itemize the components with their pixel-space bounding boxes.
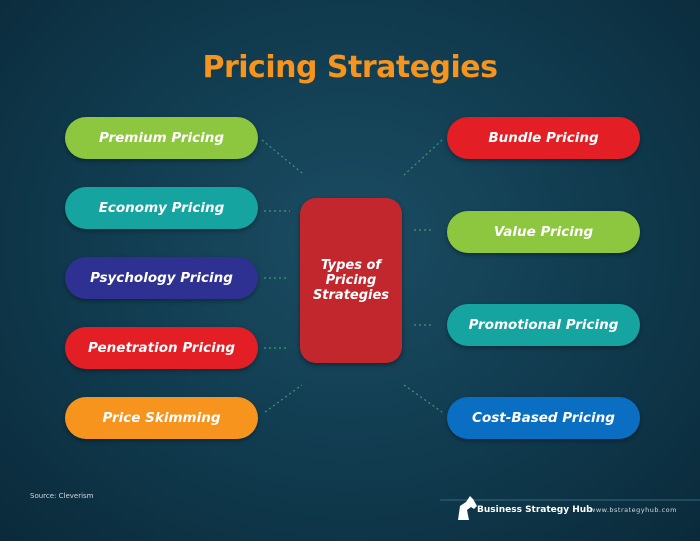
strategy-node: Penetration Pricing xyxy=(65,327,258,369)
strategy-node: Premium Pricing xyxy=(65,117,258,159)
strategy-node: Promotional Pricing xyxy=(447,304,640,346)
brand-name: Business Strategy Hub xyxy=(477,505,593,515)
strategy-node: Value Pricing xyxy=(447,211,640,253)
strategy-node: Economy Pricing xyxy=(65,187,258,229)
connector xyxy=(403,384,443,413)
strategy-node: Cost-Based Pricing xyxy=(447,397,640,439)
brand-logo xyxy=(458,496,477,520)
strategy-node: Price Skimming xyxy=(65,397,258,439)
connector xyxy=(264,384,303,413)
connector xyxy=(261,139,303,174)
source-note: Source: Cleverism xyxy=(30,492,94,500)
brand-url: www.bstrategyhub.com xyxy=(590,506,677,514)
center-node: Types of Pricing Strategies xyxy=(300,198,402,363)
connector xyxy=(403,139,443,176)
title: Pricing Strategies xyxy=(202,50,498,85)
strategy-node: Psychology Pricing xyxy=(65,257,258,299)
strategy-node: Bundle Pricing xyxy=(447,117,640,159)
